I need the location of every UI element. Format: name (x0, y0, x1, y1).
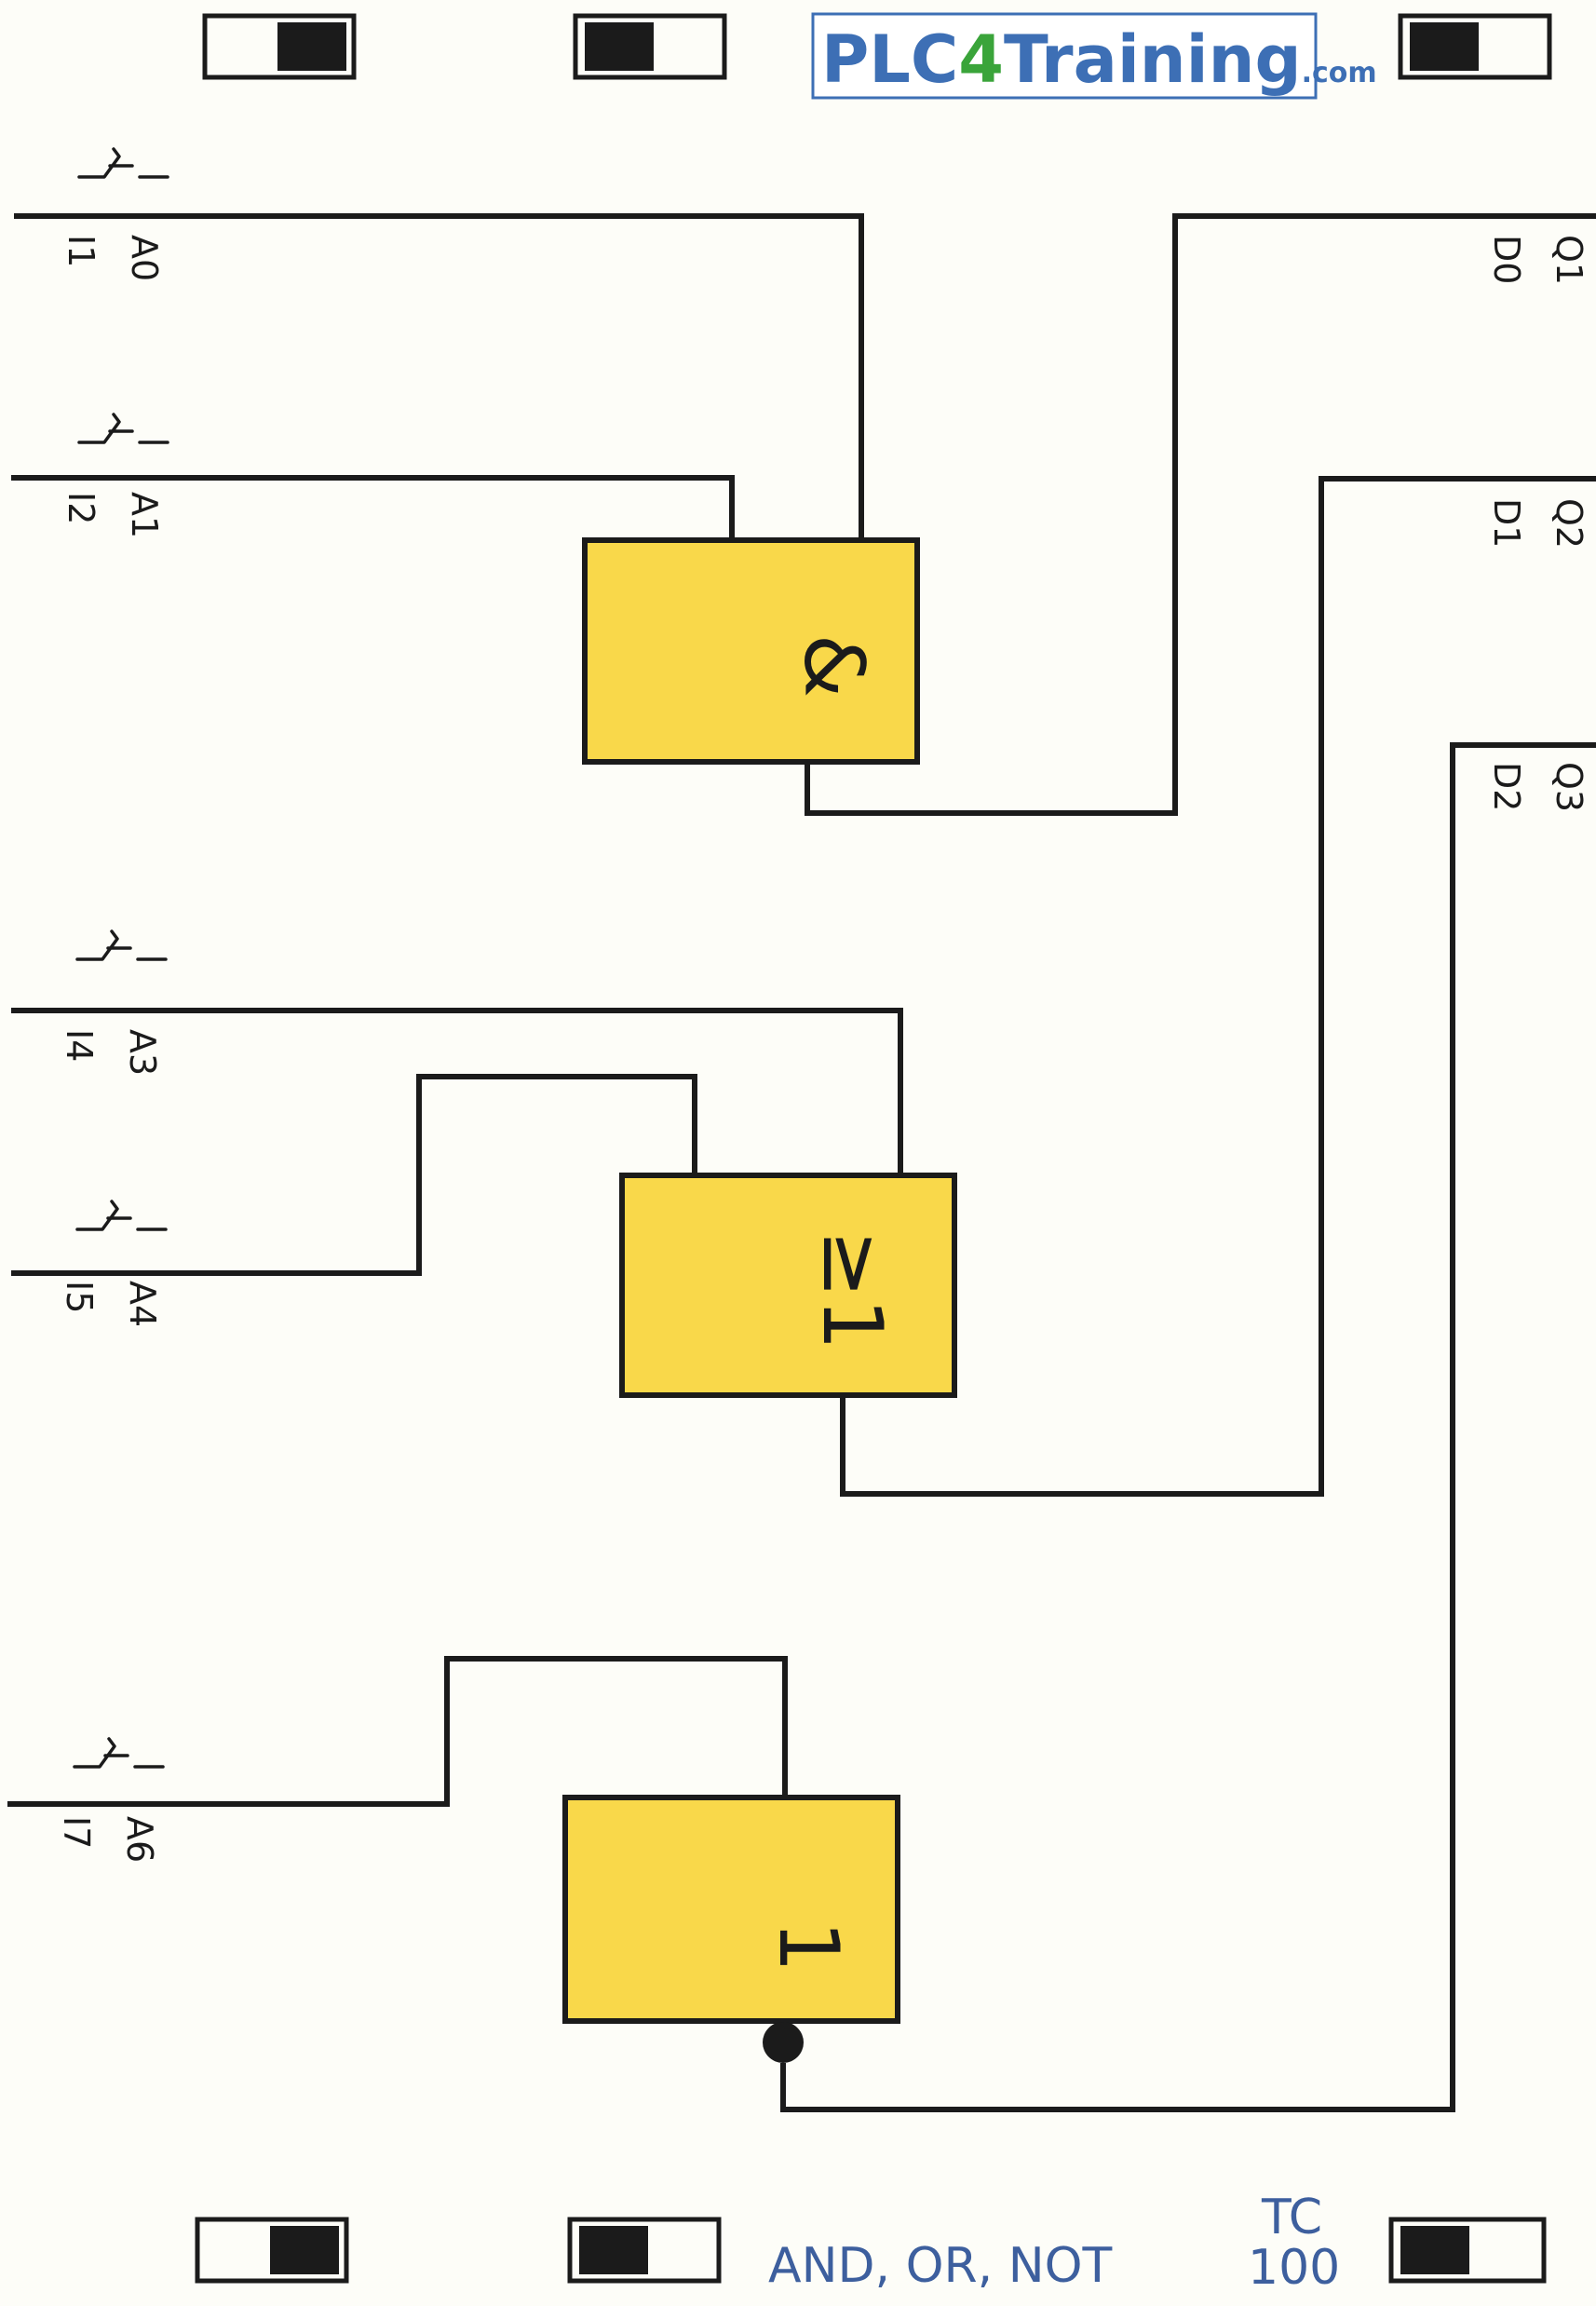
wire-or-to-q2 (840, 476, 1596, 1497)
diagram-code-line1: TC (1261, 2190, 1322, 2245)
input-terminal-a6: A6 (119, 1816, 160, 1863)
switch-top-right[interactable] (1398, 13, 1552, 80)
switch-bottom-left[interactable] (195, 2217, 349, 2284)
not-gate-inversion-bubble (763, 2022, 804, 2063)
output-terminal-q1: Q1 (1549, 235, 1589, 285)
diagram-title: AND, OR, NOT (768, 2238, 1113, 2294)
input-terminal-a3: A3 (122, 1029, 163, 1076)
wire-a3-to-or (11, 1008, 903, 1175)
switch-top-left[interactable] (202, 13, 357, 80)
not-gate: 1 (562, 1795, 900, 2063)
input-channel-i4: I4 (59, 1029, 100, 1062)
wire-not-to-q3 (780, 742, 1596, 2112)
contact-symbol-a6 (73, 1737, 165, 1769)
contact-symbol-a1 (77, 413, 169, 444)
not-gate-symbol: 1 (761, 1920, 857, 1973)
and-gate-symbol: & (786, 634, 882, 699)
input-channel-i5: I5 (59, 1281, 100, 1313)
switch-top-middle[interactable] (573, 13, 727, 80)
contact-symbol-a4 (75, 1200, 168, 1231)
wire-a1-to-and (11, 475, 735, 540)
output-channel-d1: D1 (1486, 498, 1527, 548)
output-terminal-q3: Q3 (1549, 762, 1589, 812)
switch-bottom-right[interactable] (1388, 2217, 1547, 2284)
plc4training-logo: PLC4Training.com (811, 12, 1377, 100)
input-terminal-a4: A4 (122, 1281, 163, 1327)
logo-part-com: .com (1302, 57, 1377, 89)
or-gate: ≥1 (619, 1173, 957, 1398)
output-channel-d2: D2 (1486, 762, 1527, 811)
diagram-code-line2: 100 (1248, 2240, 1340, 2296)
contact-symbol-a0 (77, 147, 169, 179)
switch-bottom-middle[interactable] (567, 2217, 722, 2284)
input-terminal-a0: A0 (124, 235, 165, 281)
input-channel-i2: I2 (61, 492, 101, 524)
input-channel-i1: I1 (61, 235, 101, 267)
output-terminal-q2: Q2 (1549, 498, 1589, 549)
wire-a0-to-and (14, 213, 864, 540)
logo-part-training: Training (1004, 21, 1302, 98)
svg-text:PLC4Training.com: PLC4Training.com (821, 21, 1377, 98)
input-channel-i7: I7 (56, 1816, 97, 1849)
output-channel-d0: D0 (1486, 235, 1527, 284)
wire-a4-to-or (11, 1074, 697, 1276)
contact-symbol-a3 (75, 929, 168, 961)
and-gate: & (582, 537, 920, 765)
wire-a6-to-not (7, 1656, 788, 1807)
wire-and-to-q1 (805, 213, 1596, 816)
logo-part-4: 4 (958, 21, 1004, 98)
or-gate-symbol: ≥1 (805, 1229, 900, 1350)
input-terminal-a1: A1 (124, 492, 165, 538)
logo-part-plc: PLC (821, 21, 958, 98)
